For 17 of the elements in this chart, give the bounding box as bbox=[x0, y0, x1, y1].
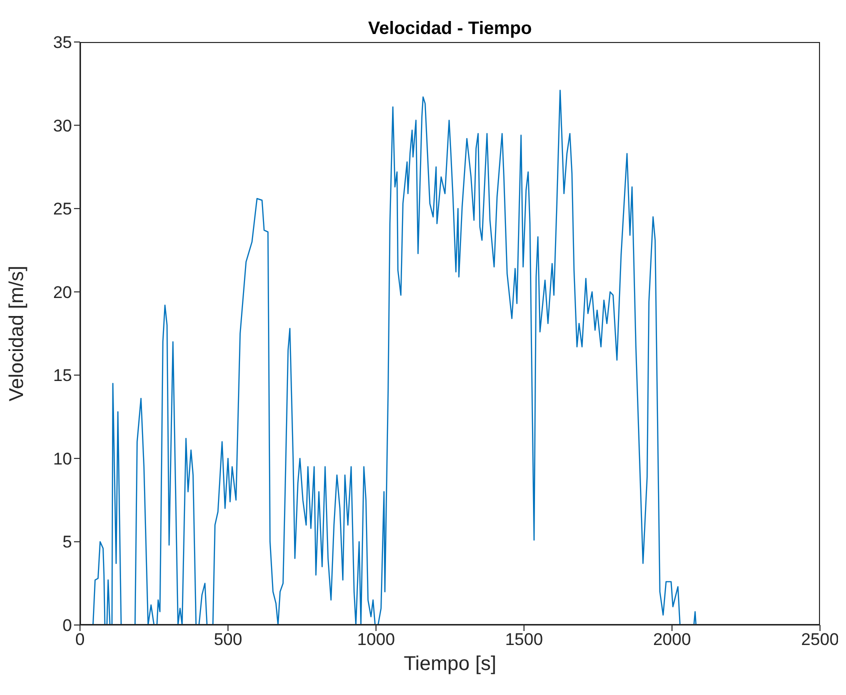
x-tick-label: 2000 bbox=[653, 630, 691, 650]
x-tick-label: 1500 bbox=[505, 630, 543, 650]
x-tick-label: 2500 bbox=[801, 630, 839, 650]
x-axis-title: Tiempo [s] bbox=[404, 653, 496, 675]
y-tick-label: 35 bbox=[53, 33, 72, 52]
y-tick-label: 10 bbox=[53, 449, 72, 468]
x-tick-label: 0 bbox=[75, 630, 85, 650]
x-tick-label: 500 bbox=[214, 630, 242, 650]
x-tick-label: 1000 bbox=[357, 630, 395, 650]
y-tick-label: 25 bbox=[53, 200, 72, 219]
y-tick-label: 0 bbox=[62, 616, 72, 636]
y-tick-label: 20 bbox=[53, 282, 72, 302]
y-tick-label: 5 bbox=[62, 532, 72, 552]
y-tick-label: 30 bbox=[53, 116, 72, 136]
chart-title: Velocidad - Tiempo bbox=[367, 18, 533, 39]
y-tick-label: 15 bbox=[53, 366, 72, 386]
y-axis-title: Velocidad [m/s] bbox=[6, 266, 28, 402]
